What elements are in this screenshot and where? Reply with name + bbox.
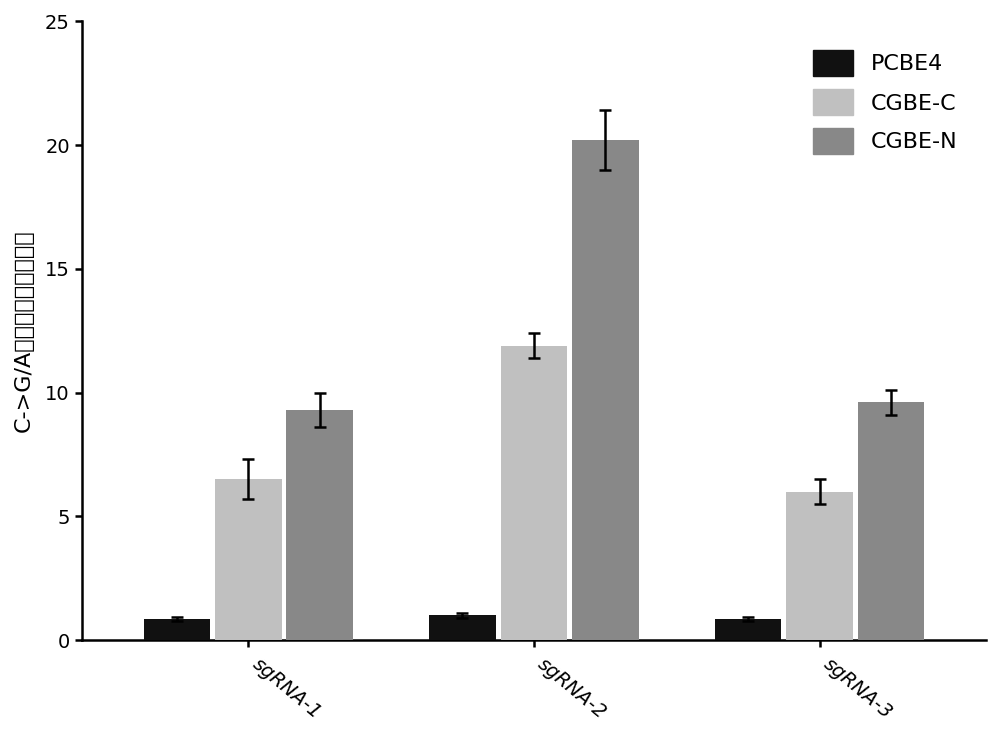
Bar <box>501 346 567 640</box>
Bar <box>429 615 496 640</box>
Bar <box>215 479 282 640</box>
Bar <box>286 410 353 640</box>
Bar <box>858 403 924 640</box>
Bar <box>144 619 210 640</box>
Legend: PCBE4, CGBE-C, CGBE-N: PCBE4, CGBE-C, CGBE-N <box>795 32 975 171</box>
Bar <box>786 492 853 640</box>
Bar <box>715 619 781 640</box>
Y-axis label: C->G/A编辑效率的提升倍数: C->G/A编辑效率的提升倍数 <box>14 230 34 432</box>
Bar <box>572 140 639 640</box>
